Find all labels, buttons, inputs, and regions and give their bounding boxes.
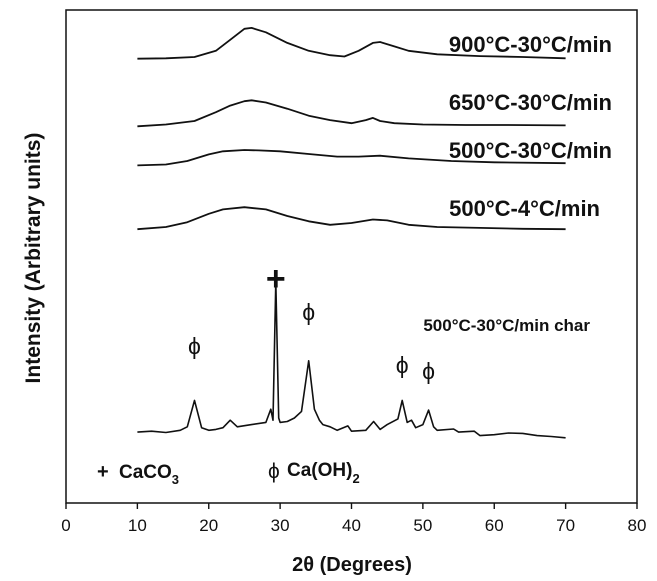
series-label: 500°C-30°C/min xyxy=(449,138,612,163)
x-tick-label: 70 xyxy=(556,516,575,535)
peak-markers: ϕ+ϕϕ ϕ xyxy=(188,260,435,384)
legend-phi-marker: ϕ xyxy=(268,460,280,483)
trace-line xyxy=(137,27,566,60)
peak-marker-phi: ϕ xyxy=(396,352,409,378)
legend-calcium-carbonate: CaCO3 xyxy=(119,462,179,487)
trace-line xyxy=(137,149,566,167)
x-tick-label: 50 xyxy=(413,516,432,535)
legend: + CaCO3 ϕ Ca(OH)2 xyxy=(97,460,360,487)
x-tick-label: 80 xyxy=(628,516,647,535)
plot-frame xyxy=(65,9,638,504)
legend-plus-marker: + xyxy=(97,461,109,483)
trace-line xyxy=(137,280,566,439)
series-label: 500°C-4°C/min xyxy=(449,196,600,221)
series-labels: 900°C-30°C/min 650°C-30°C/min 500°C-30°C/m… xyxy=(423,32,612,335)
legend-calcium-carbonate-text: CaCO xyxy=(119,462,172,483)
peak-marker-phi: ϕ xyxy=(188,333,201,359)
trace-line xyxy=(137,99,566,128)
x-axis-label: 2θ (Degrees) xyxy=(292,554,412,576)
legend-calcium-hydroxide-sub: 2 xyxy=(352,471,359,486)
series-label: 900°C-30°C/min xyxy=(449,32,612,57)
peak-marker-phi: ϕ xyxy=(422,358,435,384)
x-axis: 0 10 20 30 40 50 60 70 80 xyxy=(61,503,646,535)
y-axis-label: Intensity (Arbitrary units) xyxy=(22,133,45,384)
x-tick-label: 40 xyxy=(342,516,361,535)
series-label: 500°C-30°C/min char xyxy=(423,316,590,335)
legend-calcium-hydroxide-text: Ca(OH) xyxy=(287,460,352,481)
xrd-traces xyxy=(137,27,566,439)
x-tick-label: 60 xyxy=(485,516,504,535)
x-tick-label: 20 xyxy=(199,516,218,535)
legend-calcium-carbonate-sub: 3 xyxy=(172,472,179,487)
series-label: 650°C-30°C/min xyxy=(449,90,612,115)
peak-marker-phi: ϕ xyxy=(302,299,315,325)
peak-marker-plus: + xyxy=(266,260,286,298)
legend-calcium-hydroxide: Ca(OH)2 xyxy=(287,460,360,486)
x-tick-label: 10 xyxy=(128,516,147,535)
x-tick-label: 0 xyxy=(61,516,70,535)
trace-line xyxy=(137,206,566,231)
x-tick-label: 30 xyxy=(271,516,290,535)
